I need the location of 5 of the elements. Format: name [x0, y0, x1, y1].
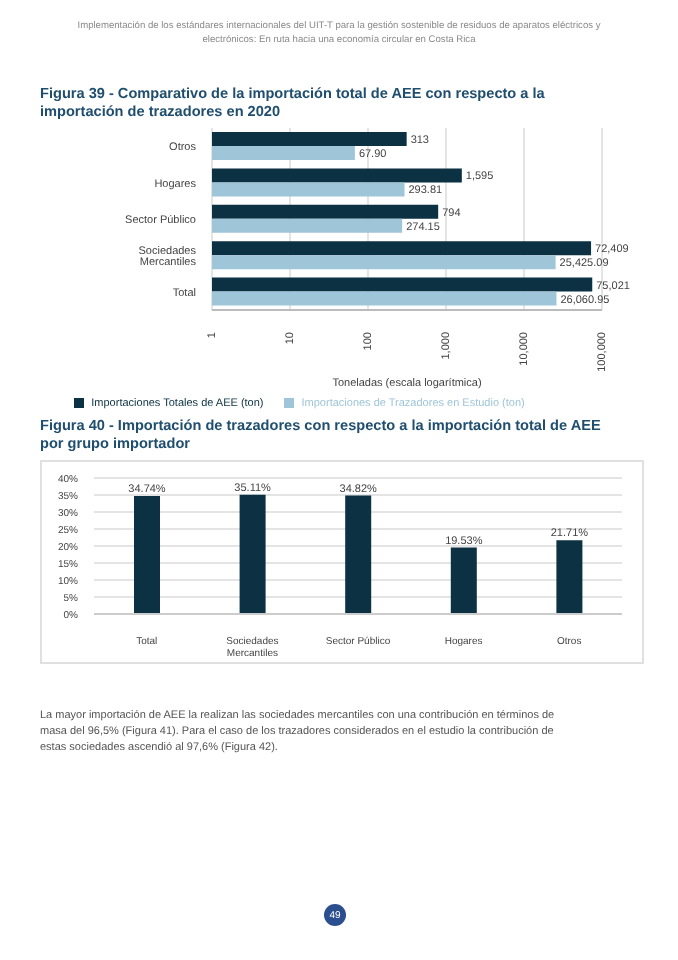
bar	[345, 495, 372, 614]
bar	[556, 540, 583, 614]
bar	[239, 494, 266, 614]
bar	[134, 495, 160, 614]
bar	[450, 547, 477, 614]
